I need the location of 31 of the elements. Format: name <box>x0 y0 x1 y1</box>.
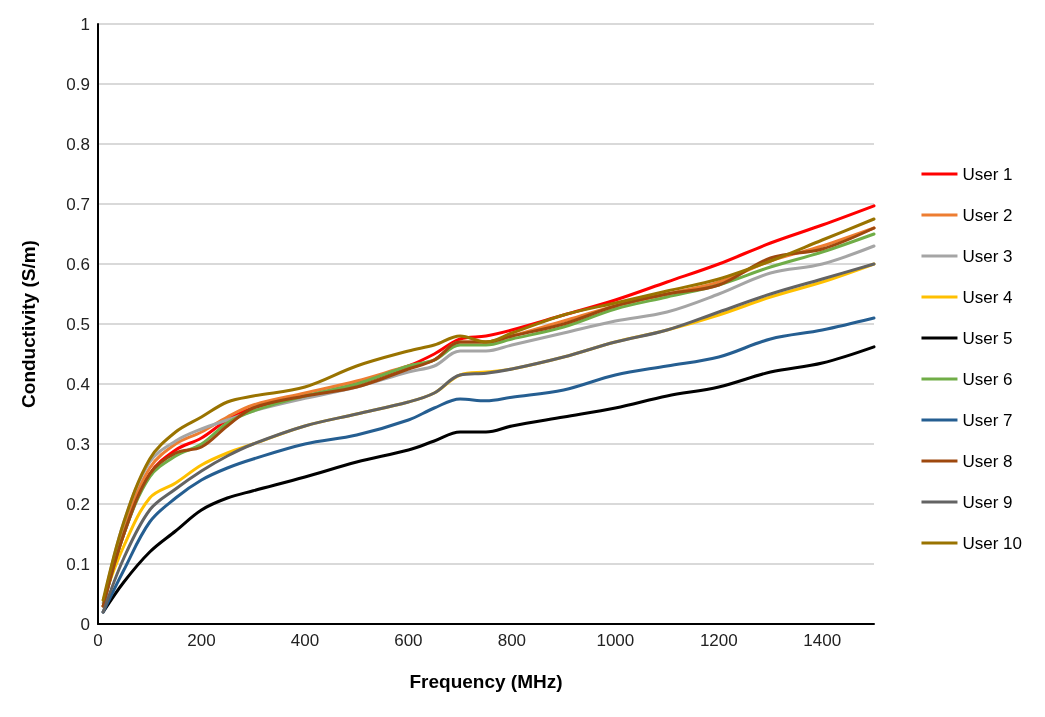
legend-label: User 8 <box>962 451 1013 471</box>
x-tick-label: 200 <box>187 631 216 650</box>
y-tick-label: 0 <box>80 614 90 634</box>
y-tick-label: 0.6 <box>66 254 90 274</box>
x-tick-label: 600 <box>394 631 423 650</box>
x-axis-title: Frequency (MHz) <box>409 671 563 692</box>
legend-label: User 10 <box>962 533 1023 553</box>
y-tick-label: 0.5 <box>66 314 90 334</box>
y-tick-label: 0.8 <box>66 134 90 154</box>
x-tick-label: 1400 <box>803 631 842 650</box>
x-tick-label: 1200 <box>699 631 738 650</box>
x-tick-label: 800 <box>497 631 527 650</box>
legend-label: User 3 <box>962 246 1013 266</box>
y-tick-label: 1 <box>80 14 90 34</box>
legend-label: User 5 <box>962 328 1013 348</box>
x-tick-label: 0 <box>93 631 103 650</box>
y-tick-label: 0.3 <box>66 434 90 454</box>
x-tick-label: 400 <box>290 631 320 650</box>
x-tick-label: 1000 <box>596 631 635 650</box>
legend-label: User 7 <box>962 410 1013 430</box>
y-tick-label: 0.4 <box>66 374 90 394</box>
y-tick-label: 0.2 <box>66 494 90 514</box>
y-axis-title: Conductivity (S/m) <box>18 240 39 408</box>
y-tick-label: 0.9 <box>66 74 90 94</box>
legend-label: User 9 <box>962 492 1013 512</box>
legend-label: User 6 <box>962 369 1013 389</box>
legend-label: User 1 <box>962 164 1013 184</box>
legend-label: User 2 <box>962 205 1013 225</box>
legend-label: User 4 <box>962 287 1013 307</box>
y-tick-label: 0.7 <box>66 194 90 214</box>
y-tick-label: 0.1 <box>66 554 90 574</box>
